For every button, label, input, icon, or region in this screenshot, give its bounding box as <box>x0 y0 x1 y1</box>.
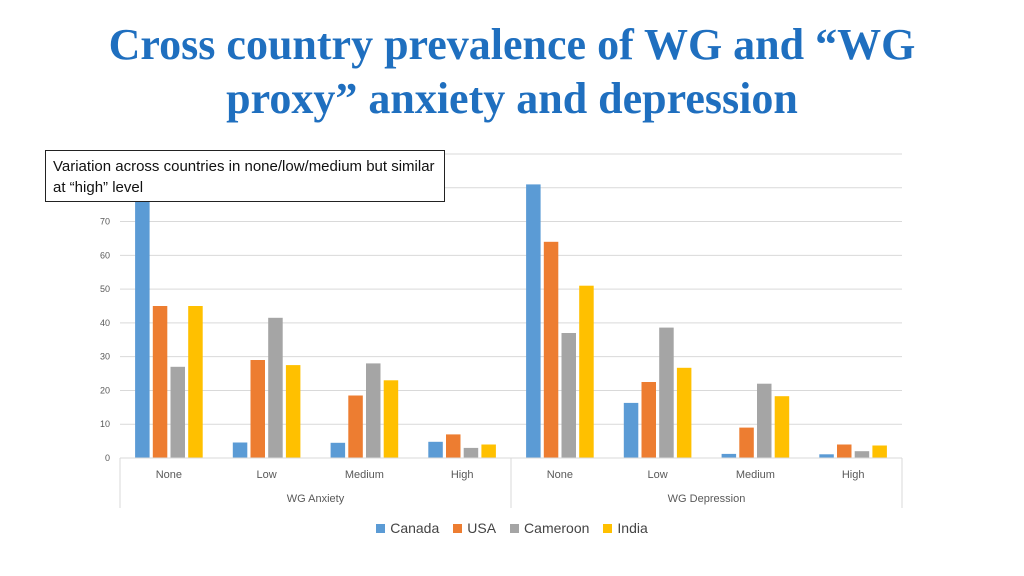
bar <box>623 402 639 458</box>
slide-title: Cross country prevalence of WG and “WG p… <box>108 20 916 123</box>
y-tick-label: 50 <box>100 284 110 294</box>
bar <box>170 366 185 458</box>
bar <box>463 447 479 458</box>
bar <box>526 184 541 458</box>
y-tick-label: 30 <box>100 352 110 362</box>
bar <box>543 241 559 458</box>
y-tick-label: 0 <box>105 453 110 463</box>
x-tick-label: High <box>842 469 865 481</box>
x-tick-label: Low <box>257 469 277 481</box>
bar <box>659 327 674 458</box>
bar <box>579 285 594 458</box>
bar <box>854 451 870 458</box>
y-tick-label: 60 <box>100 250 110 260</box>
x-group-label: WG Depression <box>668 493 746 505</box>
x-tick-label: None <box>156 469 182 481</box>
bar <box>481 444 496 458</box>
bar <box>366 363 381 458</box>
bar <box>152 306 168 458</box>
legend-label: Canada <box>390 520 440 536</box>
y-tick-label: 10 <box>100 419 110 429</box>
y-tick-label: 40 <box>100 318 110 328</box>
legend-label: India <box>617 520 648 536</box>
bar <box>428 441 443 458</box>
legend-item: Canada <box>376 520 439 536</box>
y-tick-label: 70 <box>100 217 110 227</box>
bar <box>641 382 656 458</box>
bar <box>250 360 265 458</box>
bar <box>188 306 203 458</box>
bar <box>348 395 363 458</box>
bar <box>721 453 737 458</box>
callout-box: Variation across countries in none/low/m… <box>45 150 445 202</box>
bar <box>446 434 461 458</box>
legend-item: Cameroon <box>510 520 589 536</box>
x-tick-label: Medium <box>345 469 384 481</box>
y-tick-label: 20 <box>100 385 110 395</box>
bar <box>330 442 346 458</box>
bar <box>268 317 283 458</box>
legend-item: India <box>603 520 648 536</box>
legend-swatch <box>453 523 463 533</box>
bar <box>561 333 576 458</box>
bar <box>774 396 790 458</box>
x-tick-label: None <box>547 469 573 481</box>
legend-swatch <box>603 523 613 533</box>
legend-item: USA <box>453 520 496 536</box>
bar <box>837 444 852 458</box>
bar <box>383 380 399 458</box>
legend-swatch <box>510 523 520 533</box>
x-tick-label: High <box>451 469 474 481</box>
legend-swatch <box>376 523 386 533</box>
bar <box>135 191 150 458</box>
bar <box>676 367 692 458</box>
bar <box>757 383 772 458</box>
bar <box>819 454 834 458</box>
legend-label: Cameroon <box>524 520 590 536</box>
bar <box>285 365 301 458</box>
chart-legend: Canada USA Cameroon India <box>0 520 1024 536</box>
x-group-label: WG Anxiety <box>287 493 345 505</box>
bar <box>872 445 887 458</box>
x-tick-label: Medium <box>736 469 775 481</box>
bar <box>232 442 248 458</box>
legend-label: USA <box>467 520 497 536</box>
bar <box>739 427 754 458</box>
x-tick-label: Low <box>648 469 668 481</box>
